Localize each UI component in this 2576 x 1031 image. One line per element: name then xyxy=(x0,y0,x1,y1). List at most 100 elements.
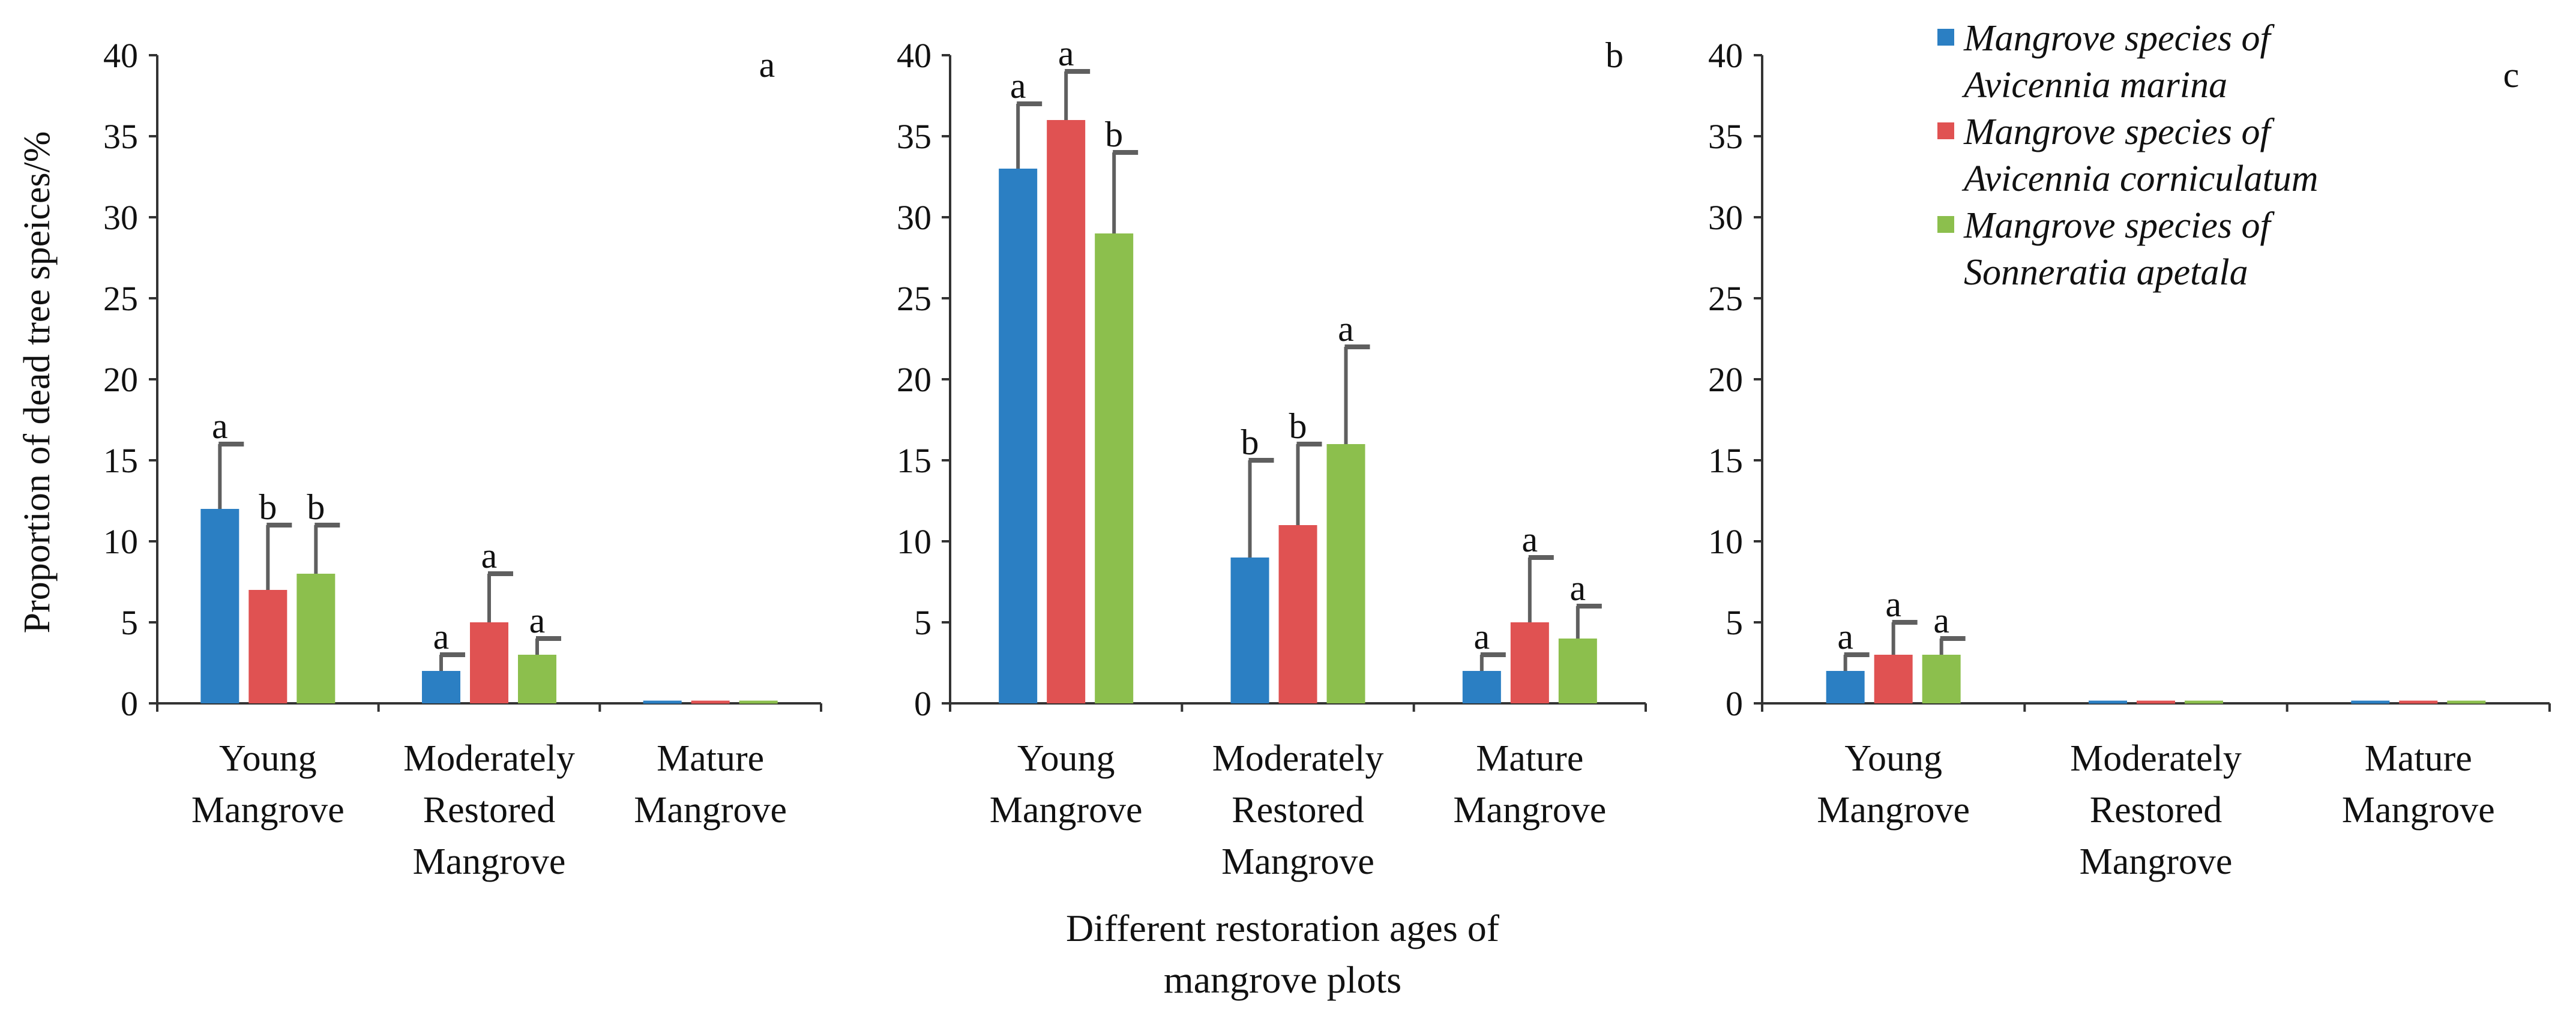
significance-letter: b xyxy=(1241,422,1259,462)
y-tick-label: 30 xyxy=(103,198,138,237)
significance-letter: b xyxy=(259,487,277,527)
significance-letter: b xyxy=(307,487,325,527)
category-label: Restored xyxy=(1232,790,1364,831)
category-label: Mangrove xyxy=(1453,790,1606,831)
category-label: Mature xyxy=(2365,738,2472,779)
legend-label: Mangrove species of xyxy=(1963,112,2275,152)
bar xyxy=(200,509,239,703)
y-tick-label: 0 xyxy=(1726,684,1743,723)
y-tick-label: 10 xyxy=(897,522,931,561)
significance-letter: a xyxy=(1885,585,1901,624)
category-label: Mangrove xyxy=(1221,841,1374,882)
significance-letter: a xyxy=(1058,34,1074,73)
category-label: Mangrove xyxy=(1817,790,1970,831)
significance-letter: b xyxy=(1105,115,1123,154)
x-axis-title-line-1: Different restoration ages of xyxy=(1066,907,1500,949)
y-tick-label: 40 xyxy=(1708,36,1743,75)
panel-c: 0 5 10 15 20 25 30 35 40 Young Mangrove Moderately R… xyxy=(1708,36,2551,882)
bar xyxy=(1278,525,1317,703)
significance-letter: a xyxy=(481,536,498,576)
significance-letter: a xyxy=(433,617,450,657)
y-tick-label: 20 xyxy=(1708,360,1743,399)
y-tick-label: 35 xyxy=(897,117,931,156)
panels: 0 5 10 15 20 25 30 35 40 Young Mangrove Moderately R… xyxy=(103,34,2551,882)
legend-swatch xyxy=(1937,122,1954,139)
category-label: Moderately xyxy=(403,738,575,779)
legend-swatch xyxy=(1937,29,1954,46)
panel-label: c xyxy=(2503,55,2520,95)
legend-label: Avicennia marina xyxy=(1961,65,2227,106)
panel-b: 0 5 10 15 20 25 30 35 40 Young Mangrove Moderately R… xyxy=(897,34,1647,882)
y-tick-label: 10 xyxy=(103,522,138,561)
category-label: Mangrove xyxy=(634,790,787,831)
bar xyxy=(1874,655,1913,703)
y-tick-label: 5 xyxy=(1726,603,1743,642)
y-tick-label: 25 xyxy=(1708,279,1743,318)
significance-letter: a xyxy=(529,601,546,640)
category-label: Mature xyxy=(1476,738,1583,779)
y-tick-label: 35 xyxy=(103,117,138,156)
legend-label: Avicennia corniculatum xyxy=(1961,158,2319,199)
category-label: Restored xyxy=(423,790,555,831)
significance-letter: b xyxy=(1289,406,1307,446)
bar xyxy=(1558,639,1597,703)
y-tick-label: 25 xyxy=(103,279,138,318)
x-axis-title-line-2: mangrove plots xyxy=(1164,958,1401,1001)
y-tick-label: 0 xyxy=(121,684,138,723)
category-label: Mature xyxy=(657,738,764,779)
significance-letter: a xyxy=(1570,568,1586,608)
significance-letter: a xyxy=(1010,66,1026,106)
legend-label: Mangrove species of xyxy=(1963,205,2275,246)
y-tick-label: 30 xyxy=(897,198,931,237)
bar xyxy=(422,671,460,703)
bar xyxy=(999,169,1038,703)
panel-label: b xyxy=(1605,35,1624,75)
panel-label: a xyxy=(759,45,775,85)
y-tick-label: 20 xyxy=(103,360,138,399)
bar xyxy=(1510,622,1549,703)
y-tick-label: 5 xyxy=(121,603,138,642)
category-label: Moderately xyxy=(2070,738,2242,779)
significance-letter: a xyxy=(1338,309,1354,349)
category-label: Mangrove xyxy=(2080,841,2233,882)
y-axis-title: Proportion of dead tree speices/% xyxy=(17,131,58,634)
y-tick-label: 5 xyxy=(914,603,931,642)
legend-swatch xyxy=(1937,216,1954,233)
y-tick-label: 15 xyxy=(897,441,931,480)
category-label: Mangrove xyxy=(191,790,345,831)
bar xyxy=(1047,120,1086,703)
bar xyxy=(248,590,287,703)
y-tick-label: 35 xyxy=(1708,117,1743,156)
y-tick-label: 40 xyxy=(897,36,931,75)
y-tick-label: 20 xyxy=(897,360,931,399)
significance-letter: a xyxy=(212,406,228,446)
legend-label: Mangrove species of xyxy=(1963,18,2275,59)
category-label: Mangrove xyxy=(990,790,1143,831)
panel-a: 0 5 10 15 20 25 30 35 40 Young Mangrove Moderately R… xyxy=(103,36,822,882)
bar xyxy=(1462,671,1501,703)
bar xyxy=(1230,558,1269,703)
significance-letter: a xyxy=(1522,520,1538,559)
y-tick-label: 15 xyxy=(1708,441,1743,480)
y-tick-label: 40 xyxy=(103,36,138,75)
significance-letter: a xyxy=(1837,617,1853,657)
category-label: Young xyxy=(1017,738,1115,779)
y-tick-label: 15 xyxy=(103,441,138,480)
significance-letter: a xyxy=(1933,601,1949,640)
category-label: Young xyxy=(1844,738,1942,779)
category-label: Moderately xyxy=(1212,738,1384,779)
category-label: Young xyxy=(219,738,317,779)
bar xyxy=(296,574,336,703)
y-tick-label: 10 xyxy=(1708,522,1743,561)
bar xyxy=(1326,444,1365,703)
legend-label: Sonneratia apetala xyxy=(1964,252,2248,293)
y-tick-label: 0 xyxy=(914,684,931,723)
y-tick-label: 30 xyxy=(1708,198,1743,237)
legend: Mangrove species of Avicennia marina Mangr… xyxy=(1937,18,2319,293)
y-tick-label: 25 xyxy=(897,279,931,318)
significance-letter: a xyxy=(1474,617,1490,657)
bar xyxy=(1826,671,1865,703)
bar xyxy=(470,622,508,703)
category-label: Mangrove xyxy=(2342,790,2495,831)
